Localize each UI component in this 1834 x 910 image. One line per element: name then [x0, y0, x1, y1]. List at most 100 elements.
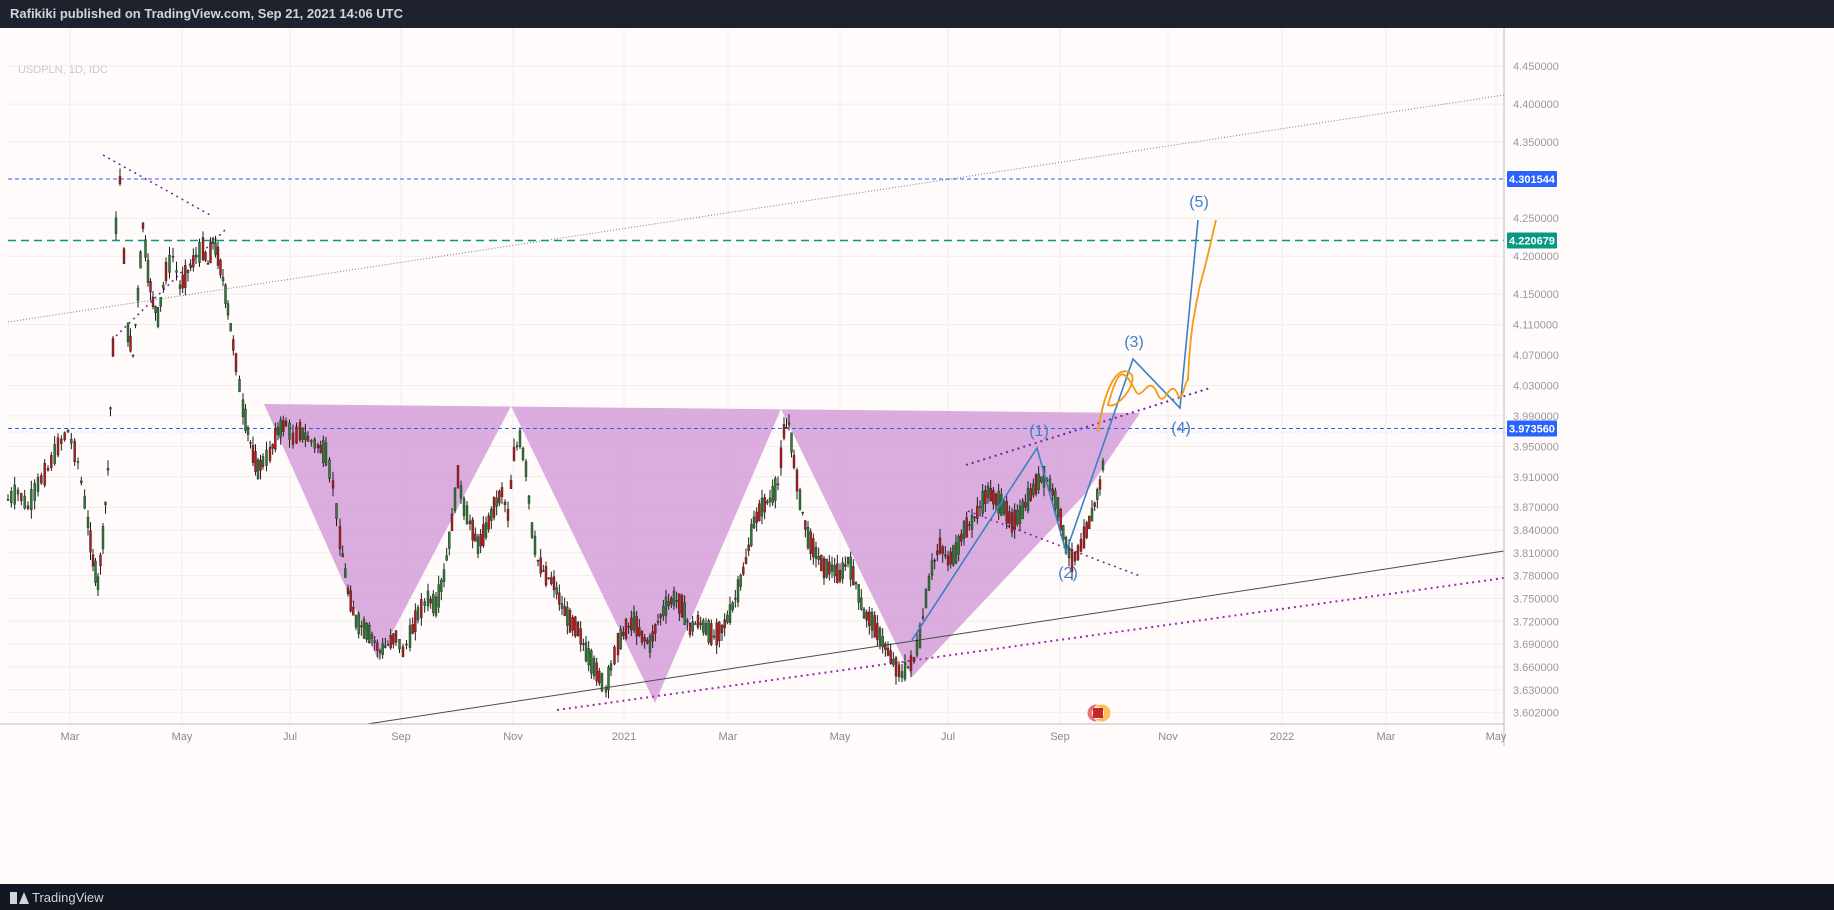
candle-up — [1018, 505, 1022, 524]
candle-up — [726, 615, 729, 623]
candle-up — [405, 643, 408, 646]
candle-down — [710, 623, 713, 645]
y-tick-label: 4.200000 — [1513, 251, 1559, 263]
y-tick-label: 4.070000 — [1513, 350, 1559, 362]
candle-up — [484, 522, 488, 538]
candle-down — [886, 647, 890, 656]
candle-down — [539, 557, 542, 574]
price-level-badge-text: 4.220679 — [1509, 235, 1555, 247]
candle-up — [906, 666, 910, 668]
candle-up — [860, 597, 863, 610]
candle-down — [209, 241, 212, 264]
candle-up — [23, 495, 26, 509]
candle-up — [386, 643, 390, 646]
candle-down — [659, 614, 662, 618]
candle-up — [101, 526, 105, 550]
candle-down — [234, 353, 238, 373]
candle-up — [787, 422, 791, 425]
brand-name: TradingView — [32, 890, 104, 905]
candle-down — [492, 496, 496, 518]
x-tick-label: 2021 — [612, 731, 636, 743]
candle-up — [86, 516, 90, 528]
inverse-head-shoulders-shape — [264, 404, 1140, 703]
candle-up — [357, 613, 360, 635]
tradingview-logo[interactable]: TradingView — [10, 890, 104, 905]
candle-down — [149, 280, 152, 293]
candle-down — [558, 592, 561, 605]
candle-down — [50, 455, 53, 468]
candle-down — [1010, 512, 1014, 533]
candle-down — [785, 426, 788, 429]
publisher-text: Rafikiki published on TradingView.com, S… — [10, 6, 404, 21]
candle-down — [699, 622, 702, 626]
candle-up — [825, 558, 828, 578]
candle-up — [139, 251, 142, 269]
candle-down — [965, 517, 968, 538]
candle-down — [828, 561, 831, 575]
price-series — [6, 168, 1105, 699]
candle-up — [83, 495, 86, 509]
candle-up — [144, 239, 147, 258]
candle-down — [640, 630, 644, 643]
candle-up — [900, 671, 904, 678]
candle-down — [656, 620, 660, 623]
candle-down — [1034, 474, 1038, 495]
candle-down — [216, 246, 220, 266]
candle-down — [46, 467, 50, 471]
candle-up — [224, 284, 227, 304]
candle-down — [921, 616, 925, 619]
candle-down — [613, 646, 616, 665]
candle-up — [970, 515, 974, 530]
y-tick-label: 4.350000 — [1513, 137, 1559, 149]
candle-up — [416, 607, 420, 621]
candle-up — [154, 306, 157, 313]
candle-up — [408, 625, 412, 648]
candle-up — [76, 461, 80, 463]
candle-up — [1040, 476, 1043, 483]
candle-up — [1037, 473, 1040, 490]
candle-up — [790, 432, 793, 453]
candle-up — [462, 498, 466, 517]
candle-up — [524, 461, 528, 477]
candle-up — [175, 270, 178, 273]
candle-up — [1101, 460, 1105, 470]
projected-path — [1097, 219, 1217, 433]
candle-down — [1093, 502, 1096, 507]
candle-up — [760, 497, 764, 517]
candle-down — [63, 432, 66, 440]
candle-down — [118, 176, 122, 184]
chart-frame[interactable]: (1) (2) (3) (4) (5) 3.602000 3.630000 3.660000… — [0, 28, 1834, 884]
y-tick-label: 3.750000 — [1513, 593, 1559, 605]
candle-down — [812, 538, 815, 558]
candle-down — [295, 426, 298, 444]
x-tick-label: Jul — [941, 731, 955, 743]
candle-down — [630, 617, 633, 631]
candle-up — [370, 634, 374, 639]
candle-up — [171, 255, 175, 258]
candle-down — [394, 630, 398, 643]
candle-up — [833, 564, 836, 577]
candle-down — [20, 493, 23, 501]
candle-up — [515, 445, 519, 448]
candle-up — [1048, 478, 1052, 491]
candle-up — [728, 604, 732, 624]
candle-down — [500, 487, 504, 497]
candle-up — [16, 489, 20, 495]
candle-down — [1005, 501, 1008, 524]
candle-up — [927, 576, 931, 591]
candle-down — [141, 222, 145, 229]
candle-up — [94, 560, 97, 583]
candle-down — [401, 646, 405, 658]
wave-label: (3) — [1124, 334, 1144, 351]
candle-up — [870, 612, 874, 631]
chart-canvas[interactable]: (1) (2) (3) (4) (5) 3.602000 3.630000 3.660000… — [0, 28, 1834, 884]
candle-up — [221, 276, 225, 282]
candle-up — [301, 427, 304, 440]
candle-up — [365, 623, 368, 640]
candle-up — [683, 602, 686, 625]
candle-down — [804, 520, 807, 530]
y-tick-label: 4.030000 — [1513, 381, 1559, 393]
candle-down — [349, 590, 352, 612]
candle-up — [750, 524, 753, 547]
candle-up — [774, 478, 777, 501]
